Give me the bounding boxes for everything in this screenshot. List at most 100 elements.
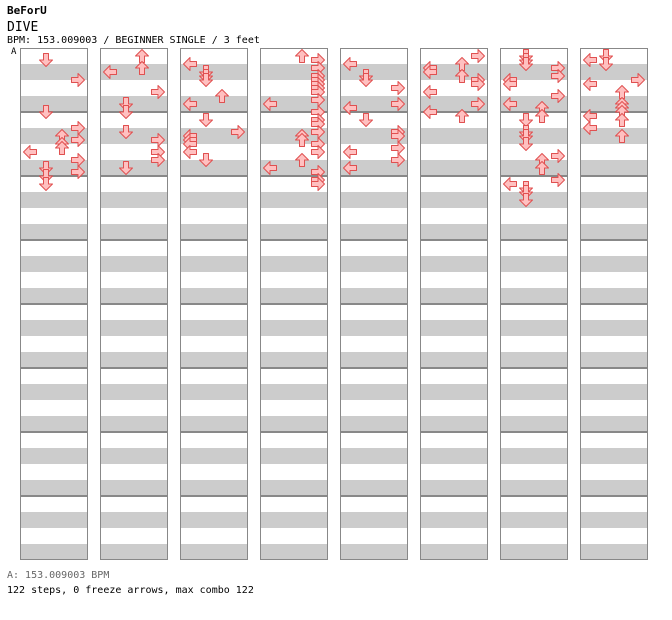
arrow-down-icon bbox=[518, 192, 534, 208]
beat-band bbox=[580, 256, 648, 272]
arrow-down-icon bbox=[598, 56, 614, 72]
measure bbox=[260, 176, 328, 240]
measure bbox=[500, 304, 568, 368]
beat-band bbox=[180, 400, 248, 416]
arrow-up-icon bbox=[614, 112, 630, 128]
beat-band bbox=[20, 480, 88, 496]
measure bbox=[260, 496, 328, 560]
arrow-down-icon bbox=[198, 72, 214, 88]
measure-border bbox=[260, 496, 328, 560]
beat-band bbox=[260, 400, 328, 416]
beat-band bbox=[180, 256, 248, 272]
beat-band bbox=[100, 224, 168, 240]
beat-band bbox=[420, 368, 488, 384]
beat-band bbox=[420, 528, 488, 544]
beat-band bbox=[260, 224, 328, 240]
arrow-right-icon bbox=[550, 148, 566, 164]
beat-band bbox=[100, 304, 168, 320]
beat-band bbox=[100, 496, 168, 512]
beat-band bbox=[20, 96, 88, 112]
beat-band bbox=[180, 384, 248, 400]
arrow-right-icon bbox=[70, 72, 86, 88]
beat-band bbox=[420, 240, 488, 256]
arrow-down-icon bbox=[518, 136, 534, 152]
beat-band bbox=[180, 192, 248, 208]
beat-band bbox=[180, 480, 248, 496]
arrow-down-icon bbox=[38, 168, 54, 184]
beat-band bbox=[500, 464, 568, 480]
arrow-left-icon bbox=[502, 96, 518, 112]
beat-band bbox=[180, 272, 248, 288]
beat-band bbox=[340, 192, 408, 208]
beat-band bbox=[500, 416, 568, 432]
beat-band bbox=[500, 192, 568, 208]
arrow-left-icon bbox=[342, 144, 358, 160]
beat-band bbox=[420, 256, 488, 272]
arrow-right-icon bbox=[70, 164, 86, 180]
beat-band bbox=[340, 464, 408, 480]
arrow-left-icon bbox=[582, 52, 598, 68]
arrow-down-icon bbox=[198, 152, 214, 168]
bpm-legend: A: 153.009003 BPM bbox=[7, 570, 110, 581]
measure-border bbox=[100, 304, 168, 368]
beat-band bbox=[100, 176, 168, 192]
beat-band bbox=[260, 384, 328, 400]
measure-border bbox=[180, 432, 248, 496]
measure-border bbox=[260, 240, 328, 304]
arrow-left-icon bbox=[342, 56, 358, 72]
beat-band bbox=[260, 496, 328, 512]
beat-band bbox=[20, 384, 88, 400]
beat-band bbox=[580, 496, 648, 512]
measure bbox=[100, 368, 168, 432]
bpm-marker-label: A bbox=[11, 47, 17, 57]
arrow-down-icon bbox=[118, 104, 134, 120]
beat-band bbox=[500, 352, 568, 368]
song-artist: BeForU bbox=[7, 4, 47, 17]
beat-band bbox=[180, 224, 248, 240]
beat-band bbox=[580, 64, 648, 80]
measure-border bbox=[260, 432, 328, 496]
measure-border bbox=[100, 48, 168, 112]
arrow-right-icon bbox=[390, 80, 406, 96]
beat-band bbox=[580, 512, 648, 528]
measure bbox=[260, 240, 328, 304]
beat-band bbox=[420, 112, 488, 128]
arrow-right-icon bbox=[310, 176, 326, 192]
beat-band bbox=[580, 160, 648, 176]
chart-column bbox=[500, 48, 568, 560]
arrow-right-icon bbox=[390, 96, 406, 112]
measure-border bbox=[180, 176, 248, 240]
arrow-right-icon bbox=[70, 132, 86, 148]
beat-band bbox=[100, 400, 168, 416]
measure-border bbox=[340, 304, 408, 368]
measure-border bbox=[500, 48, 568, 112]
measure-border bbox=[20, 496, 88, 560]
beat-band bbox=[420, 48, 488, 64]
beat-band bbox=[100, 544, 168, 560]
beat-band bbox=[20, 336, 88, 352]
beat-band bbox=[100, 320, 168, 336]
measure bbox=[180, 176, 248, 240]
beat-band bbox=[20, 80, 88, 96]
beat-band bbox=[420, 448, 488, 464]
arrow-right-icon bbox=[630, 72, 646, 88]
measure-border bbox=[580, 304, 648, 368]
beat-band bbox=[20, 400, 88, 416]
beat-band bbox=[420, 160, 488, 176]
chart-column bbox=[100, 48, 168, 560]
arrow-left-icon bbox=[342, 160, 358, 176]
measure-border bbox=[500, 304, 568, 368]
arrow-left-icon bbox=[582, 120, 598, 136]
measure-border bbox=[580, 432, 648, 496]
beat-band bbox=[500, 512, 568, 528]
arrow-left-icon bbox=[502, 176, 518, 192]
measure bbox=[420, 496, 488, 560]
beat-band bbox=[260, 416, 328, 432]
measure-border bbox=[420, 304, 488, 368]
measure-border bbox=[580, 368, 648, 432]
measure-border bbox=[260, 112, 328, 176]
beat-band bbox=[260, 272, 328, 288]
measure-border bbox=[20, 176, 88, 240]
measure-border bbox=[500, 496, 568, 560]
beat-band bbox=[500, 368, 568, 384]
